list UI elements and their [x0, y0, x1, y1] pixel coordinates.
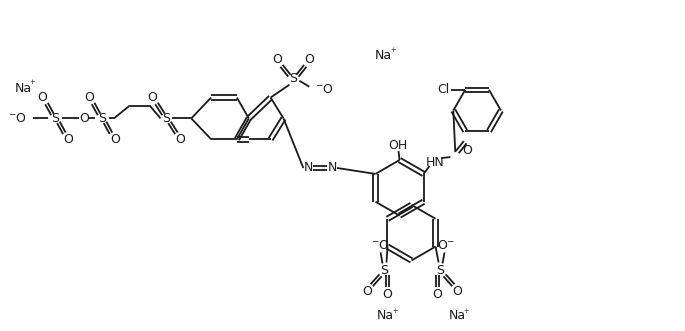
Text: O: O: [64, 133, 73, 146]
Text: O: O: [84, 91, 94, 104]
Text: O: O: [462, 144, 472, 157]
Text: $^{+}$: $^{+}$: [393, 308, 399, 318]
Text: S: S: [162, 112, 171, 125]
Text: Na: Na: [15, 82, 32, 95]
Text: O: O: [363, 285, 373, 298]
Text: O: O: [273, 53, 282, 67]
Text: O: O: [38, 91, 47, 104]
Text: O: O: [382, 288, 393, 301]
Text: O: O: [148, 91, 158, 104]
Text: S: S: [51, 112, 60, 125]
Text: $^{+}$: $^{+}$: [390, 47, 397, 57]
Text: Cl: Cl: [437, 83, 449, 96]
Text: O: O: [433, 288, 443, 301]
Text: $^{+}$: $^{+}$: [463, 308, 471, 318]
Text: O$^{-}$: O$^{-}$: [437, 239, 456, 252]
Text: O: O: [453, 285, 462, 298]
Text: N: N: [303, 162, 313, 174]
Text: O: O: [79, 112, 89, 125]
Text: $^{+}$: $^{+}$: [29, 80, 36, 90]
Text: S: S: [290, 72, 297, 85]
Text: O: O: [304, 53, 314, 67]
Text: Na: Na: [375, 49, 392, 63]
Text: OH: OH: [388, 139, 407, 152]
Text: HN: HN: [426, 156, 445, 168]
Text: $^{-}$O: $^{-}$O: [8, 112, 27, 125]
Text: Na: Na: [449, 309, 466, 322]
Text: S: S: [98, 112, 106, 125]
Text: S: S: [381, 264, 388, 277]
Text: Na: Na: [377, 309, 394, 322]
Text: $^{-}$O: $^{-}$O: [371, 239, 390, 252]
Text: O: O: [110, 133, 120, 146]
Text: S: S: [436, 264, 445, 277]
Text: N: N: [327, 162, 337, 174]
Text: $^{-}$O: $^{-}$O: [315, 83, 334, 96]
Text: O: O: [175, 133, 186, 146]
